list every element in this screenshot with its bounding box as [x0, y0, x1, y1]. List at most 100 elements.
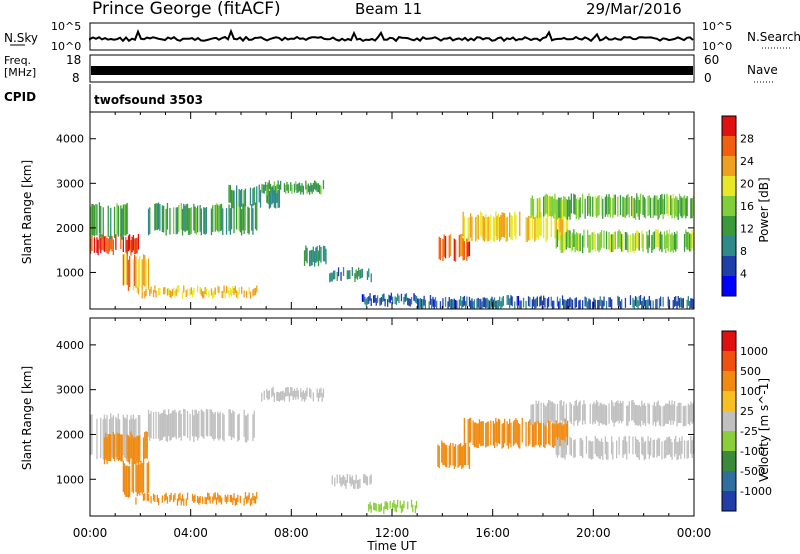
data-cell	[467, 442, 469, 466]
data-cell	[647, 299, 649, 309]
data-cell	[592, 404, 594, 425]
data-cell	[602, 198, 604, 219]
data-cell	[561, 418, 564, 443]
data-cell	[349, 270, 351, 280]
data-cell	[604, 436, 606, 455]
data-cell	[166, 202, 169, 230]
data-cell	[261, 183, 263, 193]
data-cell	[374, 502, 376, 511]
freq-unit: [MHz]	[4, 66, 36, 79]
data-cell	[574, 439, 576, 458]
data-cell	[271, 388, 273, 398]
data-cell	[680, 196, 682, 217]
data-cell	[204, 208, 206, 235]
time-axis-labels: 00:00 04:00 08:00 12:00 16:00 20:00 00:00	[73, 526, 712, 540]
data-cell	[559, 232, 561, 250]
data-cell	[519, 211, 521, 236]
data-cell	[224, 494, 226, 502]
data-cell	[589, 234, 591, 253]
data-cell	[587, 301, 589, 309]
data-cell	[482, 421, 484, 446]
data-cell	[134, 238, 136, 255]
data-cell	[529, 297, 531, 307]
data-cell	[150, 286, 152, 294]
data-cell	[638, 296, 640, 306]
data-cell	[458, 234, 460, 258]
data-cell	[373, 295, 375, 303]
data-cell	[587, 195, 589, 216]
data-cell	[602, 404, 604, 425]
data-cell	[117, 413, 119, 454]
data-cell	[252, 493, 254, 501]
data-cell	[267, 186, 269, 204]
data-cell	[457, 445, 459, 468]
data-cell	[648, 441, 650, 459]
data-cell	[230, 413, 233, 441]
data-cell	[276, 391, 278, 401]
data-cell	[351, 475, 353, 485]
data-cell	[195, 410, 197, 437]
data-cell	[142, 254, 145, 286]
data-cell	[677, 402, 679, 424]
data-cell	[342, 475, 345, 484]
data-cell	[570, 404, 572, 425]
data-cell	[355, 474, 357, 484]
data-cell	[210, 409, 213, 437]
data-cell	[190, 207, 192, 234]
data-cell	[583, 229, 585, 248]
data-cell	[178, 285, 180, 293]
data-cell	[540, 295, 542, 306]
data-cell	[168, 288, 170, 296]
data-cell	[636, 404, 638, 425]
data-cell	[560, 439, 562, 458]
data-cell	[514, 419, 516, 445]
data-cell	[233, 288, 235, 296]
data-cell	[431, 298, 433, 309]
data-cell	[337, 267, 340, 277]
data-cell	[638, 232, 640, 251]
data-cell	[170, 413, 172, 440]
data-cell	[141, 291, 143, 299]
data-cell	[200, 208, 202, 236]
data-cell	[90, 238, 92, 254]
data-cell	[509, 418, 511, 444]
power-x-axis	[89, 112, 695, 309]
data-cell	[268, 180, 270, 190]
data-cell	[527, 296, 530, 307]
data-cell	[103, 414, 106, 455]
data-cell	[496, 300, 498, 309]
data-cell	[658, 298, 661, 309]
data-cell	[280, 391, 282, 401]
data-cell	[141, 259, 143, 291]
data-cell	[609, 234, 611, 253]
data-cell	[655, 229, 657, 247]
data-cell	[203, 411, 205, 439]
data-cell	[174, 493, 176, 501]
data-cell	[173, 410, 175, 438]
data-cell	[130, 431, 132, 459]
data-cell	[676, 406, 678, 427]
data-cell	[561, 234, 564, 253]
data-cell	[185, 498, 187, 506]
data-cell	[525, 301, 527, 309]
data-cell	[306, 185, 308, 195]
time-tick-label: 08:00	[274, 526, 309, 540]
data-cell	[168, 409, 170, 437]
data-cell	[463, 295, 465, 306]
data-cell	[369, 501, 371, 510]
data-cell	[414, 505, 416, 513]
data-cell	[159, 288, 161, 296]
time-tick-label: 00:00	[73, 526, 108, 540]
data-cell	[217, 285, 219, 293]
data-cell	[165, 492, 167, 500]
data-cell	[653, 439, 655, 458]
data-cell	[360, 269, 362, 279]
data-cell	[106, 414, 108, 456]
data-cell	[132, 259, 135, 291]
nsky-label: N.Sky	[4, 31, 38, 45]
data-cell	[578, 402, 580, 423]
data-cell	[560, 235, 562, 253]
data-cell	[636, 230, 638, 249]
data-cell	[565, 403, 567, 424]
data-cell	[535, 298, 537, 308]
